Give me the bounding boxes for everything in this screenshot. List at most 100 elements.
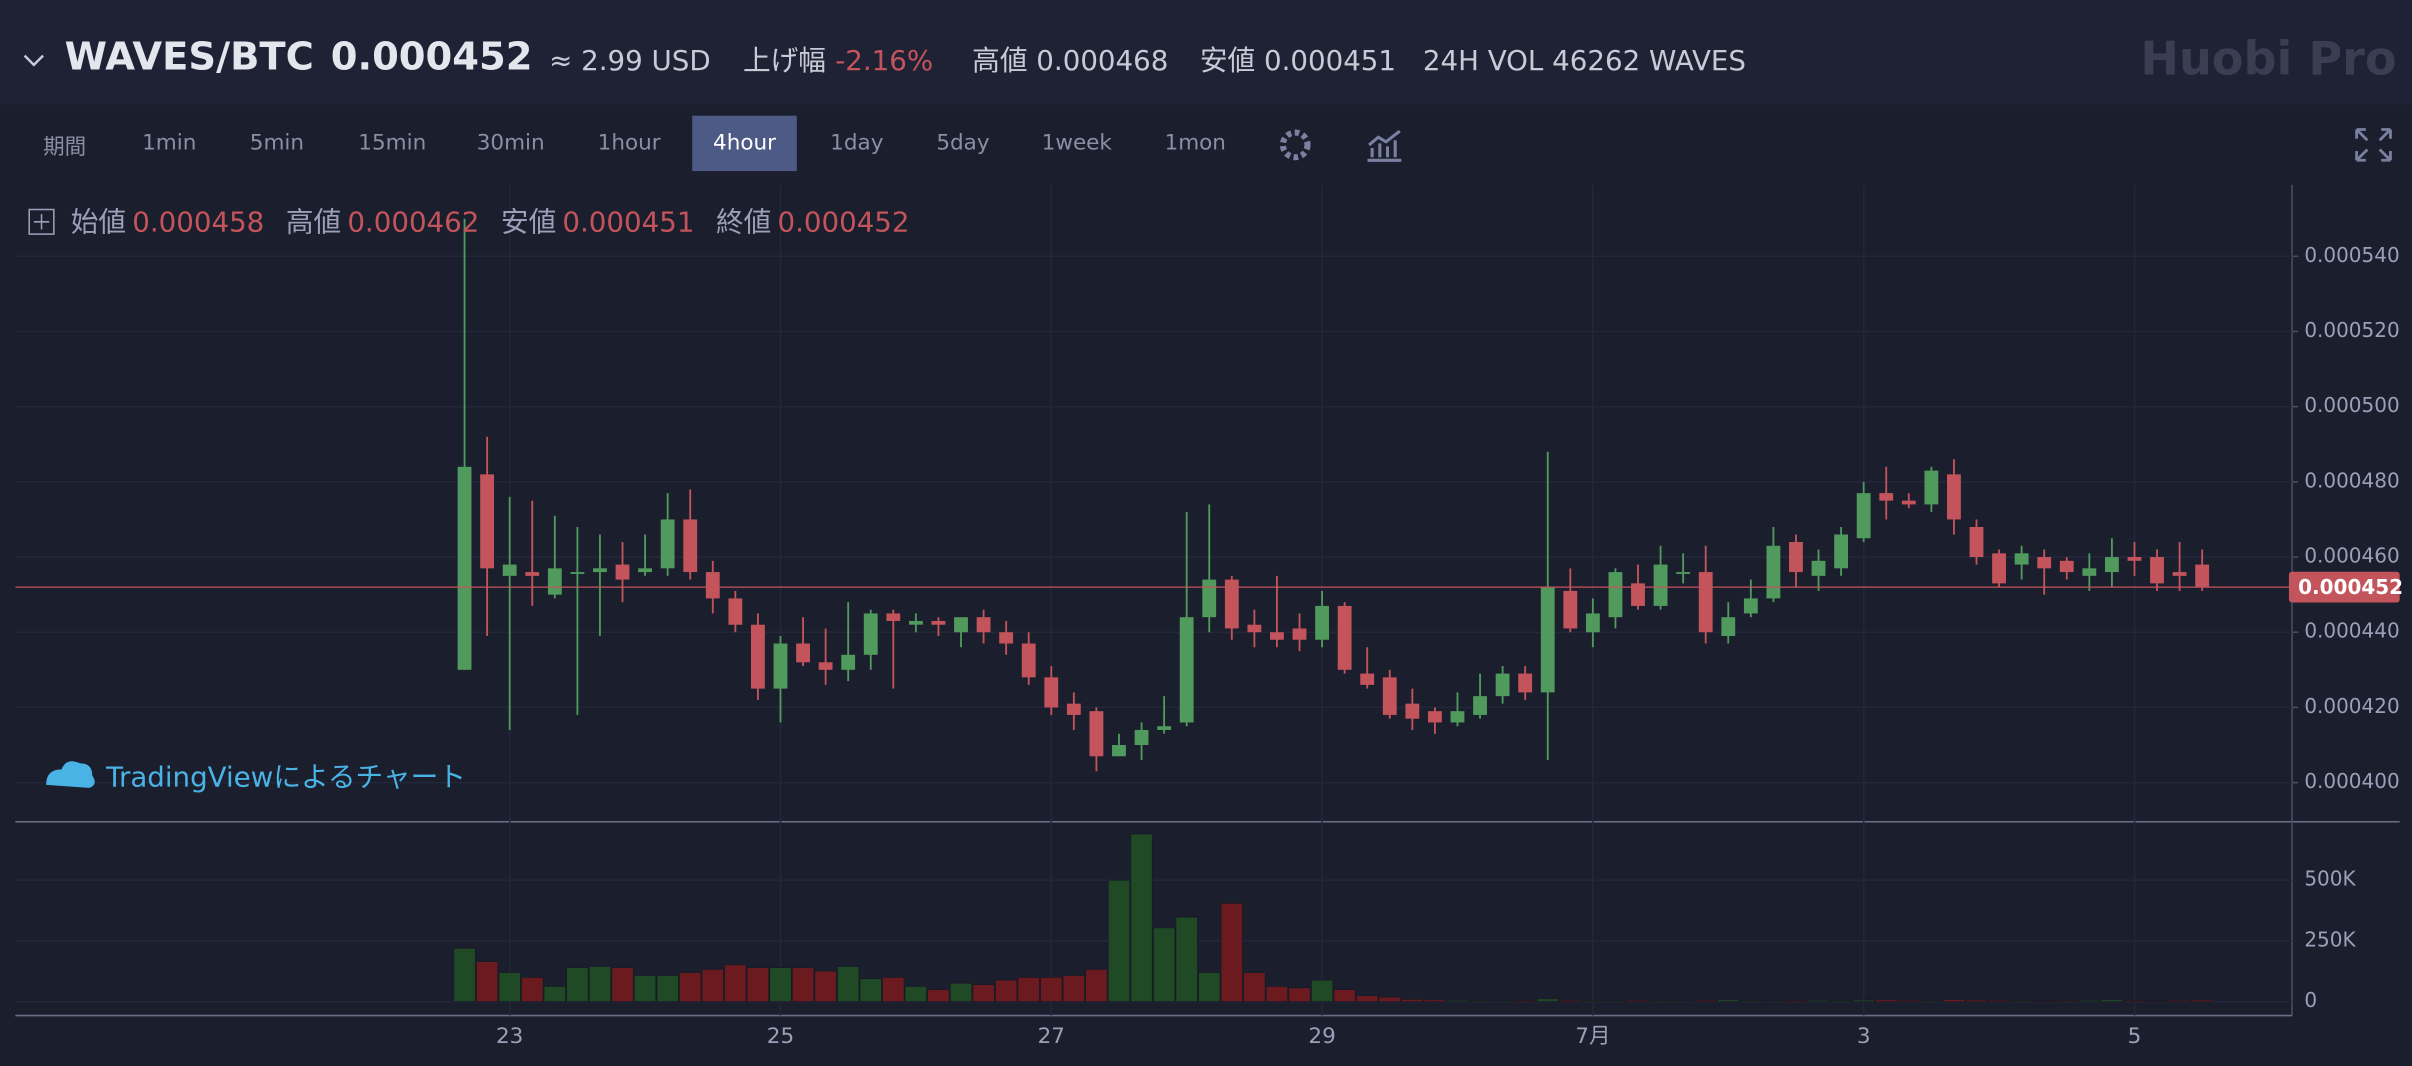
candle-body	[1360, 673, 1375, 685]
volume-bar	[1220, 902, 1243, 1003]
candle-body	[1901, 500, 1916, 505]
volume-bar	[1356, 995, 1379, 1003]
interval[interactable]: 1day	[830, 130, 884, 155]
candle-body	[615, 564, 630, 580]
y2-tick-label: 0	[2304, 988, 2317, 1012]
volume-bar	[633, 975, 657, 1003]
volume-bar	[1807, 999, 1830, 1003]
usd: ≈ 2.99 USD	[549, 44, 711, 77]
volume-bar	[904, 985, 928, 1003]
volume-bar	[769, 967, 792, 1003]
candle-body	[638, 568, 653, 573]
indicator-icon[interactable]	[1367, 129, 1402, 162]
x-tick-label: 7月	[1575, 1024, 1610, 1049]
interval[interactable]: 1week	[1042, 130, 1113, 155]
candle-body	[1112, 745, 1126, 757]
tradingview-logo	[46, 761, 95, 788]
interval[interactable]: 4hour	[713, 130, 776, 155]
candle-body	[931, 620, 946, 625]
candle-body	[1721, 617, 1736, 636]
volume-bar	[2145, 1000, 2169, 1003]
candle-body	[1585, 613, 1600, 633]
low: 安値 0.000451	[1200, 44, 1396, 77]
settings-icon[interactable]	[1279, 129, 1311, 161]
change-label: 上げ幅	[743, 44, 826, 77]
candle-body	[1292, 628, 1307, 640]
interval[interactable]: 5min	[250, 130, 304, 155]
volume-bar	[1491, 1000, 1514, 1003]
volume-bar	[1152, 927, 1176, 1003]
candle-body	[1563, 590, 1578, 629]
candle-body	[705, 572, 720, 599]
candle-body	[2082, 568, 2097, 576]
candle-body	[886, 613, 901, 621]
volume-bar	[882, 977, 905, 1003]
candle-body	[1179, 617, 1194, 723]
candle-body	[728, 598, 743, 625]
volume-bar	[2191, 999, 2214, 1003]
volume-bar	[1717, 999, 1740, 1003]
candle-body	[1270, 632, 1284, 640]
volume-bar	[1784, 1000, 1808, 1003]
volume-bar	[475, 961, 499, 1003]
ohlc-label: 安値	[501, 205, 556, 238]
legend-toggle-plus	[33, 214, 50, 230]
volume-bar	[1604, 1000, 1627, 1003]
volume-bar	[1333, 989, 1356, 1003]
candle-body	[1924, 470, 1939, 505]
interval[interactable]: 1hour	[598, 130, 661, 155]
interval[interactable]: 5day	[936, 130, 990, 155]
ohlc-value: 0.000452	[777, 205, 909, 238]
candle-body	[1969, 526, 1984, 558]
legend-toggle[interactable]	[28, 208, 55, 235]
interval[interactable]: 30min	[477, 130, 545, 155]
x-tick-label: 23	[496, 1024, 523, 1049]
candle-body	[1631, 583, 1645, 606]
volume-bar	[1875, 999, 1898, 1003]
volume-bar	[1559, 999, 1582, 1003]
y-tick-label: 0.000540	[2304, 243, 2399, 267]
interval[interactable]: 1mon	[1165, 130, 1226, 155]
candle-body	[750, 624, 765, 689]
volume-bar	[498, 972, 521, 1003]
volume-bar	[1446, 999, 1469, 1003]
candle-body	[1879, 493, 1894, 501]
volume-bar	[814, 970, 837, 1003]
volume-bar	[453, 947, 476, 1003]
volume-bar	[1198, 972, 1221, 1003]
volume-bar	[1852, 999, 1875, 1003]
volume-bar	[1739, 1000, 1762, 1003]
collapse-icon[interactable]	[23, 54, 44, 67]
candle-body	[2150, 557, 2164, 584]
volume-bar	[1829, 1000, 1853, 1003]
interval[interactable]: 1min	[142, 130, 196, 155]
volume-bar	[1581, 1000, 1605, 1003]
fullscreen-icon[interactable]	[2355, 128, 2392, 162]
watermark: TradingViewによるチャート	[105, 761, 466, 794]
volume-bar	[1423, 999, 1447, 1003]
volume-bar	[543, 985, 566, 1003]
candle-body	[1021, 643, 1036, 678]
candle-body	[502, 564, 517, 576]
candle-body	[1315, 605, 1329, 640]
volume-bar	[1514, 1000, 1537, 1003]
volume-bar	[1965, 999, 1988, 1003]
candle-body	[2195, 564, 2210, 588]
volume-bar	[588, 966, 612, 1003]
candle-body	[547, 568, 562, 595]
candle-body	[683, 519, 698, 573]
volume-bar	[1085, 968, 1108, 1003]
volume-bar	[1626, 999, 1650, 1003]
candle-body	[1134, 729, 1149, 746]
last-price-label: 0.000452	[2298, 575, 2403, 599]
interval[interactable]: 15min	[358, 130, 426, 155]
volume-bar	[521, 977, 544, 1003]
volume-bar	[1017, 977, 1040, 1003]
candle-body	[2059, 560, 2074, 573]
high: 高値 0.000468	[972, 44, 1168, 77]
x-tick-label: 29	[1308, 1024, 1335, 1049]
volume-bar	[1243, 972, 1266, 1003]
price: 0.000452	[331, 34, 533, 79]
